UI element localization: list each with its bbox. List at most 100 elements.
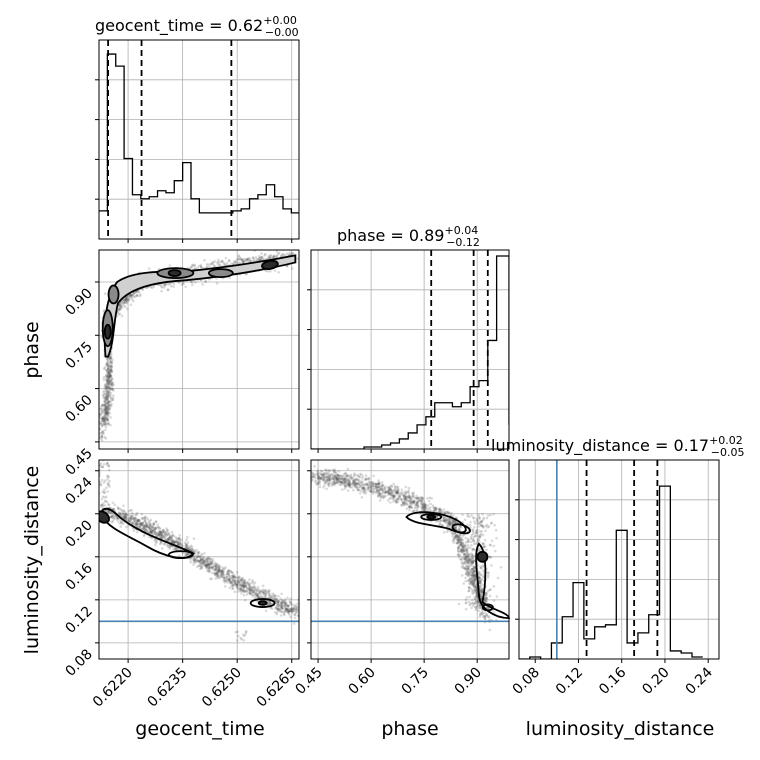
sample-point xyxy=(110,370,114,373)
sample-point xyxy=(484,524,488,528)
sample-point xyxy=(285,610,289,613)
sample-point xyxy=(110,380,113,383)
sample-point xyxy=(415,506,418,509)
sample-point xyxy=(239,257,242,260)
sample-point xyxy=(376,485,380,489)
sample-point xyxy=(119,304,123,308)
sample-point xyxy=(447,520,451,524)
sample-point xyxy=(379,487,382,491)
sample-point xyxy=(350,486,354,489)
sample-point xyxy=(412,492,415,496)
sample-point xyxy=(111,388,115,391)
sample-point xyxy=(480,590,484,594)
sample-point xyxy=(377,481,380,485)
sample-point xyxy=(415,503,418,506)
sample-point xyxy=(122,515,126,519)
sample-point xyxy=(127,524,130,527)
sample-point xyxy=(156,523,159,526)
sample-point xyxy=(396,497,399,500)
sample-point xyxy=(471,570,475,573)
sample-point xyxy=(185,543,189,547)
sample-point xyxy=(468,552,471,556)
sample-point xyxy=(486,606,490,610)
sample-point xyxy=(158,534,162,537)
sample-point xyxy=(422,508,426,511)
sample-point xyxy=(106,408,110,412)
sample-point xyxy=(359,480,363,484)
sample-point xyxy=(242,584,246,587)
sample-point xyxy=(146,525,149,529)
sample-point xyxy=(423,508,426,512)
sample-point xyxy=(417,499,421,502)
sample-point xyxy=(422,506,425,509)
sample-point xyxy=(236,639,239,642)
sample-point xyxy=(469,581,473,585)
sample-point xyxy=(223,567,226,570)
sample-point xyxy=(116,311,120,314)
sample-point xyxy=(122,298,126,302)
sample-point xyxy=(209,562,212,565)
sample-point xyxy=(219,575,223,578)
sample-point xyxy=(464,598,468,601)
sample-point xyxy=(230,583,234,587)
sample-point xyxy=(185,545,188,549)
sample-point xyxy=(486,525,489,529)
sample-point xyxy=(384,490,387,494)
sample-point xyxy=(471,548,474,552)
sample-point xyxy=(317,477,320,480)
sample-point xyxy=(280,601,284,604)
sample-point xyxy=(234,583,238,587)
sample-point xyxy=(473,575,476,578)
sample-point xyxy=(450,532,454,535)
sample-point xyxy=(152,521,156,525)
sample-point xyxy=(216,567,220,571)
sample-point xyxy=(109,364,112,368)
sample-point xyxy=(139,522,142,526)
sample-point xyxy=(281,610,285,614)
sample-point xyxy=(490,564,493,567)
sample-point xyxy=(409,505,412,508)
sample-point xyxy=(120,508,123,512)
sample-point xyxy=(263,595,267,598)
sample-point xyxy=(382,494,385,498)
sample-point xyxy=(228,586,232,590)
sample-point xyxy=(149,522,152,526)
sample-point xyxy=(289,607,293,611)
sample-point xyxy=(125,298,128,301)
sample-point xyxy=(173,540,176,544)
sample-point xyxy=(99,427,102,431)
sample-point xyxy=(408,508,411,512)
sample-point xyxy=(243,598,247,602)
sample-point xyxy=(155,538,159,542)
sample-point xyxy=(223,262,227,266)
sample-point xyxy=(398,496,402,499)
sample-point xyxy=(472,602,475,605)
sample-point xyxy=(101,505,105,508)
sample-point xyxy=(486,576,490,579)
sample-point xyxy=(221,570,225,574)
sample-point xyxy=(152,523,156,526)
sample-point xyxy=(473,520,476,523)
sample-point xyxy=(413,499,416,503)
sample-point xyxy=(393,495,396,498)
sample-point xyxy=(244,584,248,588)
scatter-geocent_time-luminosity_distance xyxy=(234,630,248,642)
sample-point xyxy=(211,260,214,264)
sample-point xyxy=(241,582,244,586)
sample-point xyxy=(106,461,110,465)
sample-point xyxy=(123,301,126,304)
sample-point xyxy=(247,259,250,262)
sample-point xyxy=(450,512,453,515)
sample-point xyxy=(254,256,258,259)
sample-point xyxy=(147,521,151,524)
sample-point xyxy=(385,490,388,494)
sample-point xyxy=(380,488,384,491)
sample-point xyxy=(156,533,159,537)
sample-point xyxy=(107,375,111,379)
sample-point xyxy=(270,596,273,599)
sample-point xyxy=(199,562,203,566)
sample-point xyxy=(272,593,276,597)
sample-point xyxy=(478,580,481,583)
sample-point xyxy=(459,525,462,528)
sample-point xyxy=(328,476,331,480)
